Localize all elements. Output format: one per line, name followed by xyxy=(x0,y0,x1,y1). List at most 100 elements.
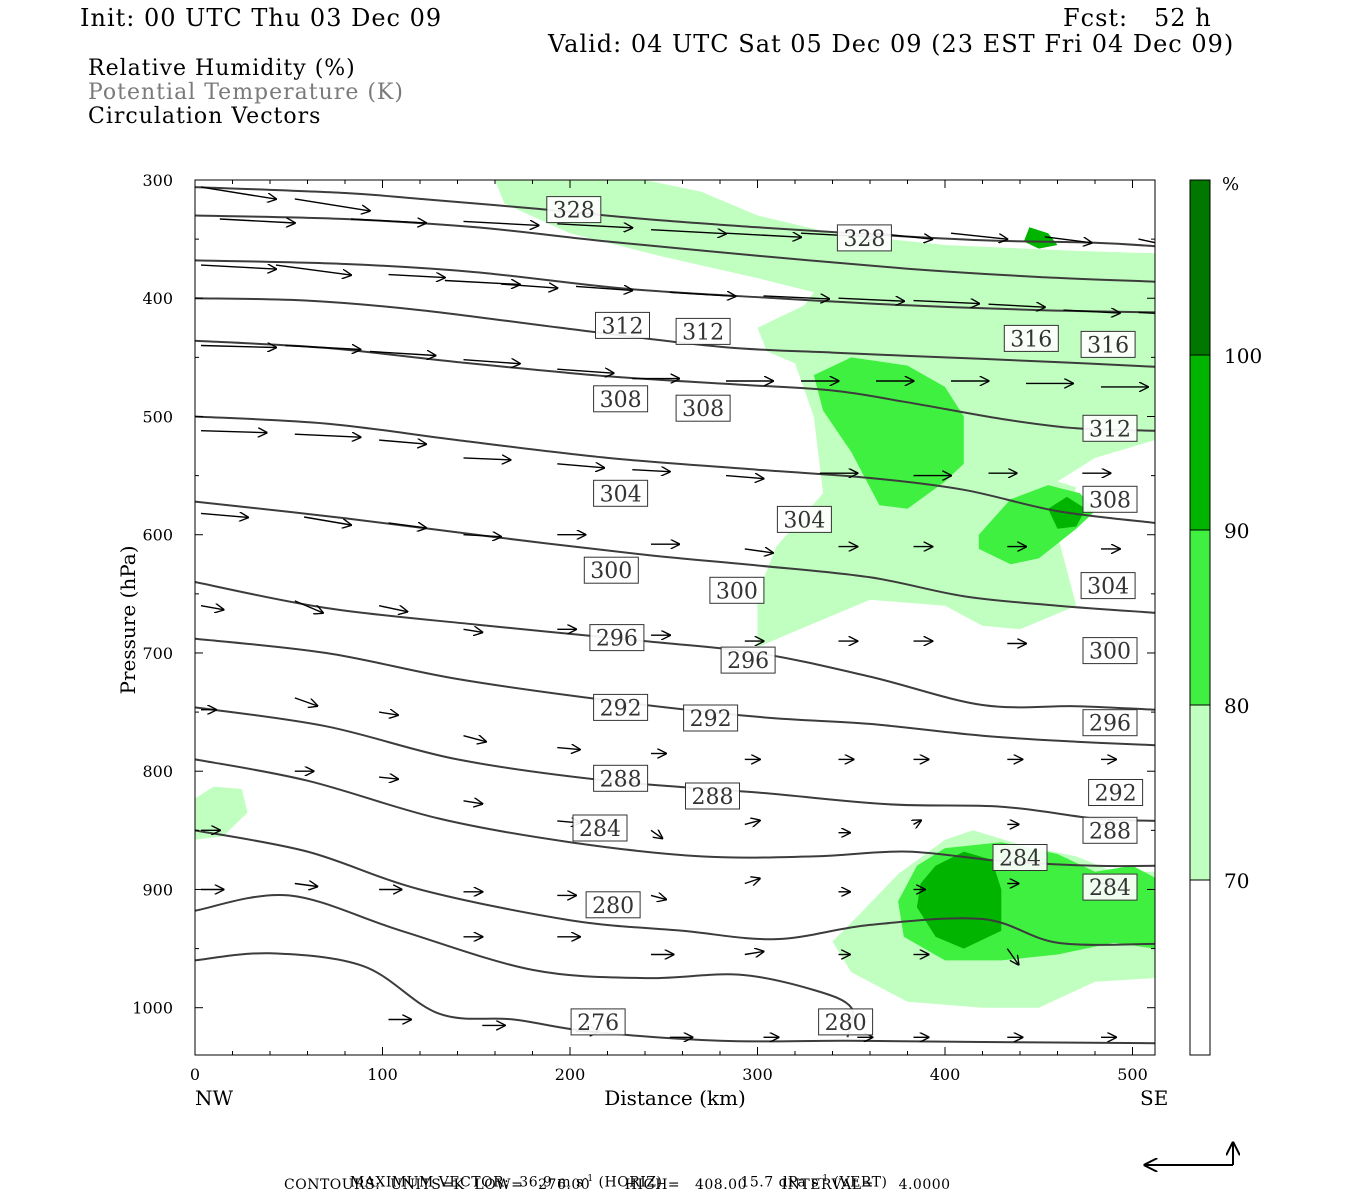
rh-region-90-6 xyxy=(916,851,1002,949)
max-vector-vert: 15.7 dPa s xyxy=(740,1174,819,1191)
contour-label-box-9 xyxy=(593,479,649,507)
y-axis-title: Pressure (hPa) xyxy=(116,546,140,695)
max-vector-line: MAXIMUM VECTOR: 36.9 m s-1 (HORIZ) 15.7 d… xyxy=(340,1158,887,1191)
vector-0 xyxy=(200,186,276,199)
vector-55 xyxy=(744,549,773,553)
x-axis-title: Distance (km) xyxy=(604,1086,746,1110)
x-tick-label: 100 xyxy=(367,1065,398,1084)
x-tick-label: 500 xyxy=(1117,1065,1148,1084)
max-vector-vert-tag: (VERT) xyxy=(828,1174,888,1191)
colorbar-frame xyxy=(1189,179,1211,1056)
vector-41 xyxy=(463,458,511,460)
contour-label-308: 308 xyxy=(1089,488,1131,513)
rh-region-90-8 xyxy=(1023,227,1058,249)
horiz-unit-exponent: -1 xyxy=(583,1174,594,1184)
contour-label-288: 288 xyxy=(1089,819,1131,844)
contour-label-312: 312 xyxy=(682,320,724,345)
vector-6 xyxy=(650,230,726,234)
contour-label-box-0 xyxy=(546,196,602,224)
colorbar-level-100: 100 xyxy=(1224,344,1262,368)
vector-94 xyxy=(294,884,318,887)
contour-label-box-17 xyxy=(720,646,776,674)
contour-label-box-4 xyxy=(1003,324,1059,352)
vector-1 xyxy=(294,198,370,211)
colorbar-bin-1 xyxy=(1190,355,1210,530)
vector-84 xyxy=(379,777,398,779)
contour-label-288: 288 xyxy=(600,767,642,792)
theta-contour-328 xyxy=(195,186,1155,248)
contour-label-box-12 xyxy=(583,556,639,584)
vector-42 xyxy=(557,464,604,468)
contour-label-308: 308 xyxy=(682,397,724,422)
contour-label-292: 292 xyxy=(690,707,732,732)
contour-label-box-28 xyxy=(585,891,641,919)
contour-label-box-11 xyxy=(776,505,832,533)
vector-21 xyxy=(838,298,905,301)
y-tick-label: 1000 xyxy=(132,999,173,1018)
colorbar-level-80: 80 xyxy=(1224,694,1249,718)
vector-16 xyxy=(444,281,520,285)
x-axis-right-end-label: SE xyxy=(1140,1086,1168,1110)
max-vector-horiz: MAXIMUM VECTOR: 36.9 m s xyxy=(349,1174,584,1191)
vector-14 xyxy=(275,264,351,275)
vector-23 xyxy=(988,304,1045,307)
vector-5 xyxy=(557,224,632,228)
theta-contour-308 xyxy=(195,415,1155,524)
contour-label-box-14 xyxy=(1080,572,1136,600)
contour-label-296: 296 xyxy=(1089,712,1131,737)
vector-49 xyxy=(200,513,248,517)
x-axis-left-end-label: NW xyxy=(195,1086,234,1110)
legend-circulation-vectors: Circulation Vectors xyxy=(88,104,322,129)
y-tick-label: 900 xyxy=(142,880,173,899)
theta-contour-284 xyxy=(195,829,1155,946)
x-tick-label: 300 xyxy=(742,1065,773,1084)
contour-label-box-22 xyxy=(685,782,740,810)
contour-label-288: 288 xyxy=(692,785,734,810)
vector-26 xyxy=(200,346,276,348)
x-tick-label: 400 xyxy=(930,1065,961,1084)
colorbar-bin-2 xyxy=(1190,530,1210,705)
contour-label-box-1 xyxy=(836,224,892,252)
contour-label-box-2 xyxy=(595,311,650,339)
legend-relative-humidity: Relative Humidity (%) xyxy=(88,56,356,81)
vector-50 xyxy=(303,516,351,525)
vector-7 xyxy=(725,233,801,237)
vector-60 xyxy=(200,606,224,610)
contour-label-box-8 xyxy=(1082,414,1138,442)
contour-label-296: 296 xyxy=(727,649,769,674)
contour-info-line: CONTOURS: UNITS=K LOW= 276.00 HIGH= 408.… xyxy=(284,1177,951,1193)
rh-region-80-3 xyxy=(813,357,964,509)
contour-label-box-18 xyxy=(593,693,649,721)
vector-107 xyxy=(744,952,764,955)
contour-label-284: 284 xyxy=(1089,876,1131,901)
contour-label-box-16 xyxy=(1082,637,1138,665)
max-vector-horiz-tag: (HORIZ) xyxy=(593,1174,663,1191)
vector-30 xyxy=(557,369,613,373)
contour-label-316: 316 xyxy=(1087,333,1129,358)
vector-28 xyxy=(369,352,436,356)
contour-label-300: 300 xyxy=(716,579,758,604)
contour-label-box-5 xyxy=(1080,330,1136,358)
vector-110 xyxy=(1006,948,1018,965)
vector-4 xyxy=(463,221,539,225)
y-tick-label: 300 xyxy=(142,171,173,190)
axes: 0 100 200 300 400 500 300 400 500 600 700 800 900 100… xyxy=(132,171,1155,1084)
vector-18 xyxy=(575,286,632,290)
vector-17 xyxy=(500,284,557,288)
colorbar-level-70: 70 xyxy=(1224,869,1249,893)
contour-label-316: 316 xyxy=(1010,327,1052,352)
circulation-vectors xyxy=(200,186,1155,1037)
contour-label-box-3 xyxy=(675,317,731,345)
contour-label-280: 280 xyxy=(825,1011,867,1036)
contour-label-292: 292 xyxy=(1095,782,1137,807)
vector-22 xyxy=(913,301,980,304)
theta-contour-312 xyxy=(195,339,1155,432)
vector-72 xyxy=(294,697,318,706)
vector-24 xyxy=(1063,310,1120,313)
contour-label-box-26 xyxy=(992,844,1048,871)
vector-38 xyxy=(200,431,267,433)
vector-63 xyxy=(463,629,483,632)
contour-label-304: 304 xyxy=(600,482,642,507)
vector-44 xyxy=(725,476,764,479)
